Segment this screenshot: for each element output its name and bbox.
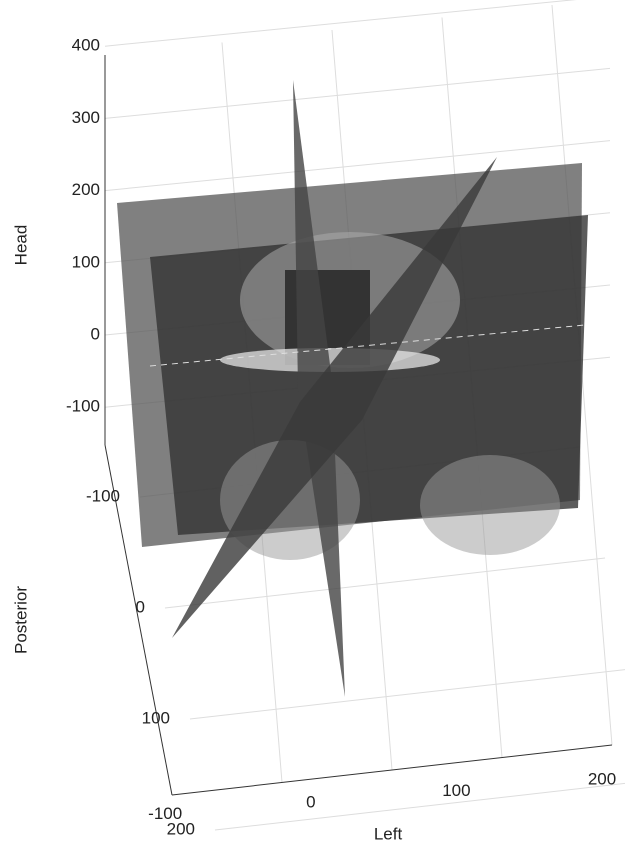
z-tick-label: 300 [72, 108, 100, 127]
x-tick-label: 0 [306, 792, 315, 811]
x-tick-label: 200 [588, 769, 616, 788]
grid-line [214, 782, 625, 831]
x-tick-label: 100 [442, 781, 470, 800]
y-tick-label: -100 [86, 486, 120, 505]
z-tick-label: -100 [66, 397, 100, 416]
grid-line [104, 140, 611, 192]
intersection-line [149, 324, 586, 367]
grid-line [164, 557, 606, 609]
y-axis [104, 444, 173, 796]
y-tick-label: 0 [136, 597, 145, 616]
y-axis-label: Posterior [11, 586, 30, 654]
grid-line [189, 669, 625, 720]
z-tick-label: 400 [72, 36, 100, 55]
grid-line [104, 67, 611, 119]
x-axis [171, 744, 613, 796]
oblique-slice [172, 157, 497, 638]
z-tick-label: 100 [72, 252, 100, 271]
grid-line [104, 0, 577, 47]
z-tick-label: 0 [91, 324, 100, 343]
y-tick-label: 200 [167, 819, 195, 838]
slices [117, 80, 588, 697]
z-axis-label: Head [11, 225, 30, 266]
anatomy [420, 455, 560, 555]
x-axis-label: Left [374, 824, 403, 843]
x-tick-label: -100 [148, 804, 182, 823]
z-tick-label: 200 [72, 180, 100, 199]
y-tick-label: 100 [142, 708, 170, 727]
